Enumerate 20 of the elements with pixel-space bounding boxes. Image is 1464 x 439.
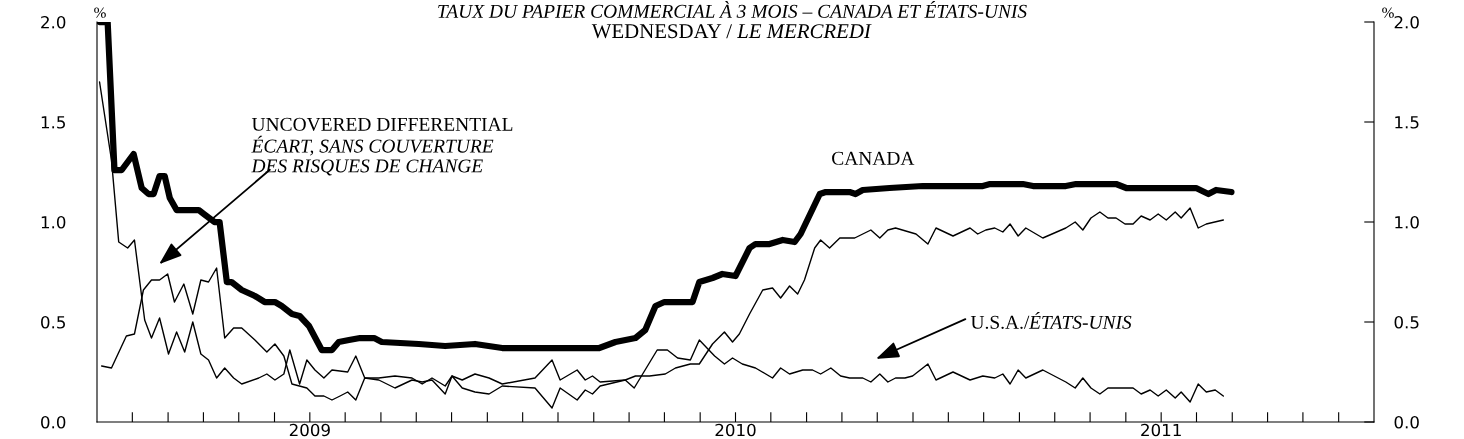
- chart-title: TAUX DU PAPIER COMMERCIAL À 3 MOIS – CANADA ET ÉTATS-UNIS: [438, 1, 1027, 18]
- x-tick-label: 2011: [1141, 423, 1181, 437]
- text: UNCOVERED DIFFERENTIAL ÉCART, SANS COUVERTURE DES RISQUES DE CHANGE: [251, 117, 513, 176]
- y-tick-label: 1.5: [41, 116, 65, 129]
- y2-tick-label: 0.5: [1394, 315, 1419, 329]
- y-tick-label: 2.0: [41, 15, 66, 29]
- y2-tick-label: 1.5: [1395, 116, 1419, 129]
- text: U.S.A./ÉTATS-UNIS: [970, 312, 1132, 329]
- y2-tick-label: 0.0: [1394, 415, 1419, 429]
- y2-axis-title: %: [1382, 7, 1394, 18]
- x-tick-label: 2010: [715, 423, 756, 437]
- y2-tick-label: 1.0: [1395, 215, 1419, 229]
- y-axis-title: %: [94, 7, 106, 18]
- y-tick-label: 1.0: [41, 215, 66, 229]
- y-tick-label: 0.5: [41, 315, 65, 329]
- y2-tick-label: 2.0: [1394, 15, 1419, 29]
- chart-subtitle: WEDNESDAY / LE MERCREDI: [591, 24, 872, 39]
- y-tick-label: 0.0: [41, 415, 66, 429]
- series-label: CANADA: [832, 151, 915, 165]
- x-tick-label: 2009: [289, 423, 330, 437]
